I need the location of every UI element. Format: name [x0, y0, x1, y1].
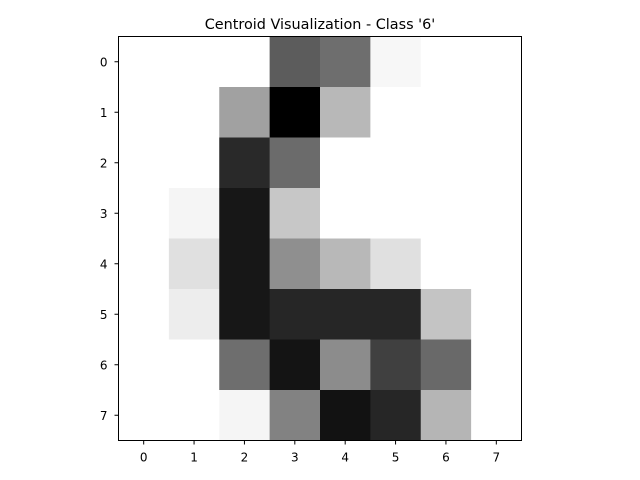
y-tick-label-7: 7	[100, 409, 108, 423]
y-axis: 0 1 2 3 4 5 6 7	[100, 55, 119, 423]
heatmap-cell-r6-c0	[118, 339, 170, 391]
heatmap-cell-r5-c0	[118, 289, 170, 340]
heatmap-cell-r0-c3	[269, 36, 321, 88]
y-tick-label-3: 3	[100, 207, 108, 221]
heatmap-cell-r5-c4	[320, 289, 371, 340]
x-tick-label-2: 2	[241, 451, 249, 465]
heatmap-cell-r7-c5	[370, 390, 422, 441]
x-tick-label-5: 5	[392, 451, 400, 465]
heatmap-cell-r2-c3	[269, 137, 321, 189]
heatmap-cell-r0-c5	[370, 36, 422, 88]
heatmap-cell-r2-c4	[320, 137, 371, 189]
x-tick-label-6: 6	[442, 451, 450, 465]
heatmap-cell-r7-c0	[118, 390, 170, 441]
heatmap-cell-r4-c5	[370, 238, 422, 290]
heatmap-cell-r0-c0	[118, 36, 170, 88]
heatmap-cell-r6-c2	[219, 339, 271, 391]
y-tick-label-1: 1	[100, 106, 108, 120]
y-tick-label-5: 5	[100, 308, 108, 322]
heatmap-cell-r5-c6	[420, 289, 472, 340]
heatmap-cell-r3-c2	[219, 188, 271, 239]
heatmap-cell-r2-c5	[370, 137, 422, 189]
heatmap-cell-r4-c4	[320, 238, 371, 290]
heatmap-cell-r7-c6	[420, 390, 472, 441]
heatmap-cell-r0-c2	[219, 36, 271, 88]
heatmap-cell-r1-c5	[370, 87, 422, 138]
heatmap-cell-r7-c1	[168, 390, 220, 441]
y-tick-label-0: 0	[100, 55, 108, 69]
x-tick-label-7: 7	[492, 451, 500, 465]
heatmap-cell-r1-c7	[471, 87, 522, 138]
heatmap-cell-r3-c5	[370, 188, 422, 239]
heatmap-cell-r4-c3	[269, 238, 321, 290]
heatmap-cell-r3-c6	[420, 188, 472, 239]
heatmap-cell-r4-c0	[118, 238, 170, 290]
heatmap-cell-r0-c6	[420, 36, 472, 88]
heatmap-cell-r5-c7	[471, 289, 522, 340]
heatmap-cell-r0-c4	[320, 36, 371, 88]
heatmap-cell-r5-c2	[219, 289, 271, 340]
x-axis: 0 1 2 3 4 5 6 7	[140, 440, 500, 465]
heatmap-cells	[118, 36, 522, 441]
heatmap-cell-r7-c4	[320, 390, 371, 441]
heatmap-cell-r7-c2	[219, 390, 271, 441]
heatmap-cell-r6-c1	[168, 339, 220, 391]
heatmap-cell-r3-c3	[269, 188, 321, 239]
heatmap-cell-r5-c3	[269, 289, 321, 340]
x-tick-label-4: 4	[341, 451, 349, 465]
chart-title: Centroid Visualization - Class '6'	[205, 17, 436, 33]
heatmap-cell-r2-c7	[471, 137, 522, 189]
heatmap-cell-r7-c7	[471, 390, 522, 441]
heatmap-cell-r6-c7	[471, 339, 522, 391]
heatmap-cell-r1-c6	[420, 87, 472, 138]
y-tick-label-2: 2	[100, 156, 108, 170]
x-tick-label-1: 1	[190, 451, 198, 465]
heatmap-cell-r2-c6	[420, 137, 472, 189]
heatmap-cell-r5-c5	[370, 289, 422, 340]
heatmap-cell-r4-c2	[219, 238, 271, 290]
heatmap-cell-r6-c4	[320, 339, 371, 391]
heatmap-cell-r1-c3	[269, 87, 321, 138]
heatmap-cell-r2-c2	[219, 137, 271, 189]
heatmap-cell-r1-c4	[320, 87, 371, 138]
heatmap-cell-r1-c1	[168, 87, 220, 138]
heatmap-cell-r3-c7	[471, 188, 522, 239]
heatmap-cell-r7-c3	[269, 390, 321, 441]
heatmap-cell-r2-c0	[118, 137, 170, 189]
heatmap-cell-r0-c7	[471, 36, 522, 88]
plot-frame	[118, 36, 522, 441]
heatmap-cell-r2-c1	[168, 137, 220, 189]
heatmap-cell-r4-c7	[471, 238, 522, 290]
x-tick-label-3: 3	[291, 451, 299, 465]
heatmap-cell-r3-c4	[320, 188, 371, 239]
y-tick-label-6: 6	[100, 358, 108, 372]
heatmap-cell-r4-c6	[420, 238, 472, 290]
heatmap-cell-r6-c3	[269, 339, 321, 391]
heatmap-cell-r5-c1	[168, 289, 220, 340]
y-tick-label-4: 4	[100, 257, 108, 271]
heatmap-cell-r3-c1	[168, 188, 220, 239]
heatmap-cell-r6-c5	[370, 339, 422, 391]
heatmap-cell-r4-c1	[168, 238, 220, 290]
heatmap-cell-r3-c0	[118, 188, 170, 239]
heatmap-cell-r6-c6	[420, 339, 472, 391]
heatmap-cell-r1-c0	[118, 87, 170, 138]
x-tick-label-0: 0	[140, 451, 148, 465]
heatmap-cell-r0-c1	[168, 36, 220, 88]
heatmap-cell-r1-c2	[219, 87, 271, 138]
